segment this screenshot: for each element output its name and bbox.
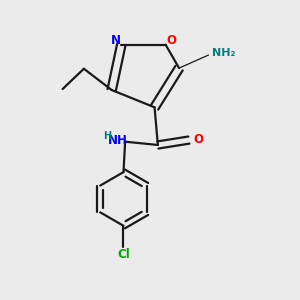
Text: Cl: Cl — [117, 248, 130, 261]
Text: O: O — [167, 34, 176, 47]
Text: NH: NH — [108, 134, 128, 147]
Text: O: O — [194, 133, 204, 146]
Text: N: N — [110, 34, 120, 47]
Text: H: H — [103, 131, 111, 141]
Text: NH₂: NH₂ — [212, 48, 235, 59]
